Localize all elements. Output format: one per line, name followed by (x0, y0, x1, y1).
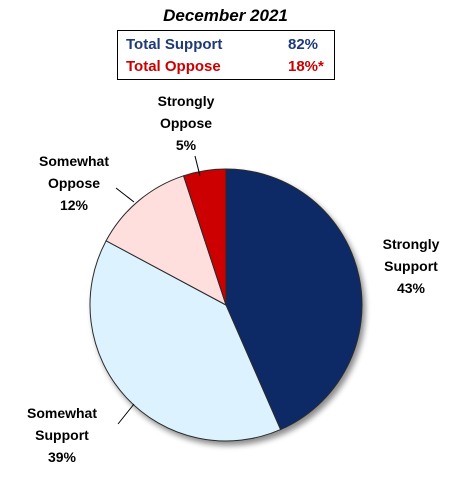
slice-label-strongly-oppose: Oppose (160, 115, 212, 131)
slice-value-strongly-oppose: 5% (176, 137, 197, 153)
slice-value-strongly-support: 43% (397, 280, 426, 296)
slice-value-somewhat-oppose: 12% (60, 197, 89, 213)
pie-slice-strongly-support (225, 168, 363, 431)
slice-label-somewhat-oppose: Oppose (48, 175, 100, 191)
slice-label-somewhat-oppose: Somewhat (39, 153, 109, 169)
pie-slice-somewhat-oppose (105, 175, 227, 307)
slice-value-somewhat-support: 39% (48, 449, 77, 465)
total-support-value: 82% (288, 36, 319, 53)
chart-title: December 2021 (163, 6, 288, 25)
slice-label-strongly-oppose: Strongly (158, 93, 215, 109)
leader-line-somewhat-oppose (115, 187, 135, 203)
slice-label-somewhat-support: Somewhat (27, 405, 97, 421)
summary-box: Total Support 82% Total Oppose 18%* (117, 30, 335, 80)
total-oppose-label: Total Oppose (126, 58, 221, 75)
slice-label-strongly-support: Strongly (383, 236, 440, 252)
slice-label-strongly-support: Support (384, 258, 438, 274)
slice-label-somewhat-support: Support (35, 427, 89, 443)
pie-slice-strongly-oppose (182, 168, 227, 306)
pie-slice-somewhat-support (89, 240, 282, 442)
leader-line-strongly-oppose (194, 155, 201, 177)
total-oppose-value: 18%* (288, 58, 324, 75)
leader-line-somewhat-support (117, 403, 135, 425)
total-support-label: Total Support (126, 36, 223, 53)
